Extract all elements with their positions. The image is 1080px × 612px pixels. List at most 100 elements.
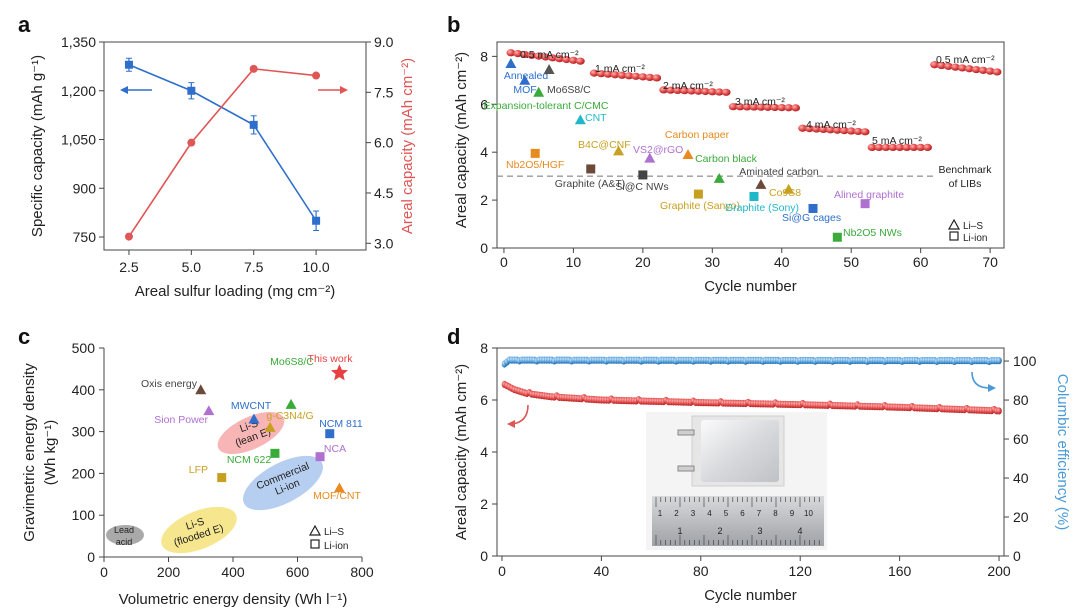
rate-point [909, 143, 919, 151]
rate-point [596, 70, 606, 78]
reference-label: CNT [585, 112, 607, 124]
y-left-axis-label: Areal capacity (mAh cm⁻²) [453, 364, 470, 540]
region-label: Lead [114, 525, 134, 535]
plot-frame [496, 41, 1005, 249]
reference-marker [505, 58, 517, 68]
rate-label: 2 mA cm⁻² [663, 80, 713, 92]
reference-label: VS2@rGO [633, 144, 683, 156]
y-left-tick-label: 6 [480, 392, 488, 408]
point-label: Mo6S8/C [270, 356, 314, 368]
reference-label: Nb2O5 NWs [843, 227, 902, 239]
ruler-number: 7 [757, 509, 762, 518]
x-tick-label: 400 [221, 564, 245, 580]
rate-point [839, 127, 849, 135]
x-tick-label: 5.0 [182, 259, 202, 275]
y-tick-label: 0 [87, 549, 95, 565]
plot-frame [103, 41, 367, 251]
rate-label: 1 mA cm⁻² [595, 63, 645, 75]
y-tick-label: 2 [480, 192, 488, 208]
data-point [217, 473, 227, 483]
x-tick-label: 0 [100, 564, 108, 580]
reference-marker [783, 183, 795, 194]
rate-point [930, 61, 939, 69]
y-tick-label: 8 [480, 48, 488, 64]
panel-b: b 0 10 20 30 40 50 60 70 0 2 4 6 8 Cycle number Areal c… [447, 12, 1005, 295]
legend-triangle-icon [947, 218, 961, 230]
ruler-number: 1 [677, 526, 682, 536]
rate-point [860, 128, 870, 136]
point-areal-capacity [249, 64, 258, 73]
arrow-right-head [340, 86, 348, 94]
point-specific-capacity [249, 120, 258, 129]
reference-marker [749, 192, 759, 201]
x-tick-label: 70 [982, 254, 998, 270]
x-tick-label: 60 [913, 254, 929, 270]
reference-marker [638, 170, 648, 180]
rate-label: 4 mA cm⁻² [806, 119, 856, 131]
ruler-number: 3 [757, 526, 762, 536]
point-label: g-C3N4/G [266, 410, 313, 422]
capacity-point [996, 407, 1002, 415]
reference-marker [693, 189, 703, 199]
reference-marker [574, 114, 586, 125]
reference-label: B4C@CNF [578, 139, 631, 151]
rate-point [791, 104, 801, 112]
reference-marker [644, 152, 656, 163]
reference-label: Carbon black [695, 153, 758, 165]
ruler-number: 8 [773, 509, 778, 518]
rate-label: 5 mA cm⁻² [872, 135, 922, 147]
rate-point [735, 103, 745, 111]
panel-label: d [447, 324, 460, 349]
rate-point [874, 143, 884, 151]
y-tick-label: 100 [72, 507, 96, 523]
rate-point [659, 86, 669, 94]
rate-point [617, 71, 627, 79]
rate-point [673, 86, 682, 95]
rate-point [728, 103, 738, 111]
ruler-number: 9 [790, 509, 795, 518]
y-tick-label: 200 [72, 465, 96, 481]
reference-marker [586, 164, 596, 174]
reference-marker [713, 173, 725, 183]
region-label: acid [116, 537, 133, 547]
inset-photo: 1 2 3 4 1 2 3 4 5 6 7 8 9 10 [646, 412, 827, 550]
y-tick-label: 6 [480, 96, 488, 112]
reference-label: Annealed [504, 70, 549, 82]
rate-label: 3 mA cm⁻² [735, 96, 785, 108]
rate-point [971, 65, 981, 74]
point-label: NCM 622 [227, 454, 272, 466]
data-point [264, 421, 276, 432]
y-right-tick-label: 6.0 [374, 135, 394, 151]
x-axis-label: Cycle number [704, 587, 797, 604]
y-left-tick-label: 0 [480, 548, 488, 564]
rate-point [541, 53, 551, 61]
rate-point [853, 127, 863, 136]
rate-point [964, 65, 974, 73]
y-left-tick-label: 1,200 [61, 83, 96, 99]
rate-point [652, 74, 662, 82]
reference-label: MOF [513, 84, 536, 96]
y-left-tick-label: 900 [73, 180, 97, 196]
rate-point [784, 104, 794, 112]
reference-marker [613, 145, 625, 156]
reference-marker [533, 86, 545, 97]
rate-point [937, 61, 946, 70]
x-tick-label: 120 [789, 563, 813, 579]
point-label: Oxis energy [141, 378, 198, 390]
x-tick-label: 40 [594, 563, 610, 579]
legend-label: Li–S [963, 221, 983, 232]
reference-marker [755, 179, 767, 189]
reference-label: Graphite (Sanyo) [660, 200, 740, 212]
series-line-areal [128, 67, 317, 238]
y-tick-label: 400 [72, 382, 96, 398]
rate-point [812, 125, 821, 133]
point-label: Sion Power [154, 414, 208, 426]
arrow-head [988, 384, 996, 392]
x-tick-label: 80 [693, 563, 709, 579]
rate-point [992, 68, 1002, 76]
rate-point [978, 66, 988, 74]
rate-point [902, 143, 912, 151]
rate-point [589, 69, 599, 77]
x-tick-label: 10.0 [302, 259, 329, 275]
